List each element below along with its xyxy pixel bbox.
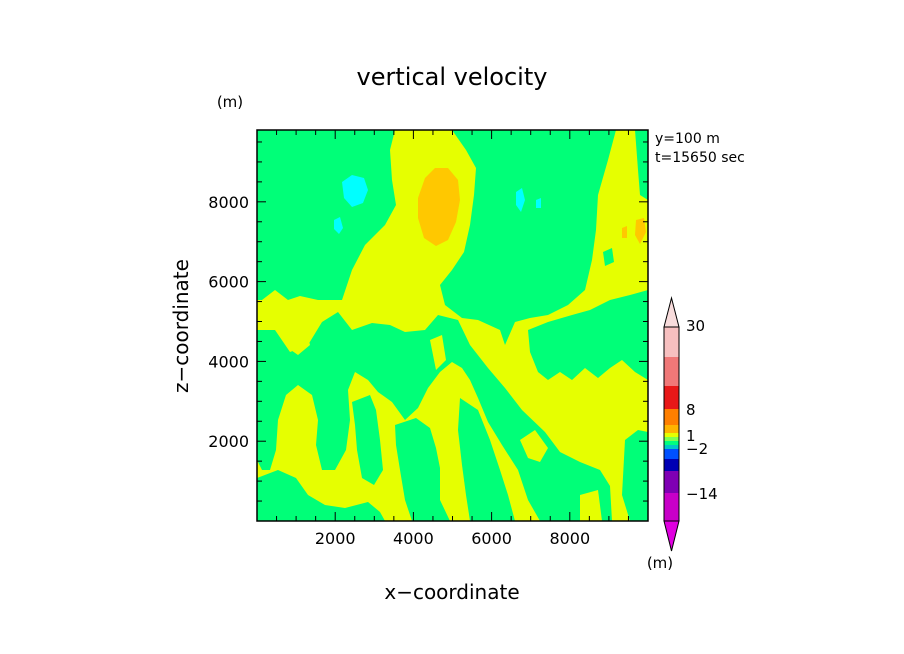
contour-region-negative	[635, 130, 648, 200]
annotation-time: t=15650 sec	[655, 150, 745, 166]
colorbar-segment	[664, 471, 679, 493]
colorbar-segment	[664, 459, 679, 471]
contour-region-near-zero	[288, 325, 310, 355]
contour-region-negative	[603, 248, 614, 266]
colorbar-label: 30	[686, 317, 705, 335]
colorbar-segment	[664, 433, 679, 437]
contour-region-negative	[257, 470, 385, 521]
y-axis-label: z−coordinate	[169, 259, 193, 393]
colorbar-segment	[664, 493, 679, 521]
contour-region-downdraft	[536, 198, 541, 208]
contour-region-updraft	[622, 226, 627, 238]
colorbar: 30 8 1−2 −14	[663, 296, 718, 552]
axis-ticks: 2000 4000 6000 8000 2000 4000 6000 8000	[208, 130, 648, 548]
colorbar-label: −14	[686, 485, 718, 503]
x-tick-label: 4000	[393, 529, 434, 548]
colorbar-label: −2	[686, 440, 708, 458]
colorbar-label: 1	[686, 427, 696, 445]
contour-plot-area: 2000 4000 6000 8000 2000 4000 6000 8000	[208, 129, 649, 548]
colorbar-bottom-arrow	[663, 520, 680, 552]
contour-region-downdraft	[342, 175, 368, 207]
contour-region-negative	[257, 312, 612, 521]
y-unit-label: (m)	[217, 93, 243, 111]
colorbar-segment	[664, 445, 679, 449]
x-axis-label: x−coordinate	[384, 580, 519, 604]
annotation-y-slice: y=100 m	[655, 131, 720, 147]
colorbar-segment	[664, 425, 679, 433]
contour-region-negative	[458, 398, 515, 521]
colorbar-segment	[664, 437, 679, 441]
contour-region-negative	[265, 262, 278, 285]
contour-region-near-zero	[580, 490, 602, 521]
contour-region-negative	[352, 395, 383, 485]
colorbar-segment	[664, 357, 679, 386]
contour-region-near-zero	[430, 335, 446, 370]
y-tick-label: 8000	[208, 193, 249, 212]
x-tick-label: 8000	[549, 529, 590, 548]
contour-region-negative	[528, 290, 648, 380]
contour-region-updraft	[635, 218, 646, 244]
colorbar-label: 8	[686, 401, 696, 419]
y-tick-label: 6000	[208, 273, 249, 292]
contour-region-negative	[440, 130, 616, 345]
x-tick-label: 2000	[315, 529, 356, 548]
contour-region-negative	[395, 418, 450, 521]
colorbar-top-arrow	[663, 296, 680, 328]
contour-region-downdraft	[516, 188, 525, 212]
colorbar-segment	[664, 327, 679, 357]
colorbar-unit-label: (m)	[647, 554, 673, 572]
contour-region-downdraft	[334, 217, 343, 234]
colorbar-segment	[664, 386, 679, 409]
contour-region-near-zero	[520, 430, 548, 462]
colorbar-segment	[664, 441, 679, 445]
colorbar-segment	[664, 449, 679, 459]
x-tick-label: 6000	[471, 529, 512, 548]
contour-region-updraft	[418, 168, 460, 246]
y-tick-label: 4000	[208, 352, 249, 371]
chart-title: vertical velocity	[357, 63, 548, 91]
colorbar-segment	[664, 409, 679, 425]
contour-region-negative	[257, 130, 396, 300]
colorbar-frame	[663, 326, 680, 522]
contour-region-negative	[622, 430, 648, 521]
y-tick-label: 2000	[208, 432, 249, 451]
